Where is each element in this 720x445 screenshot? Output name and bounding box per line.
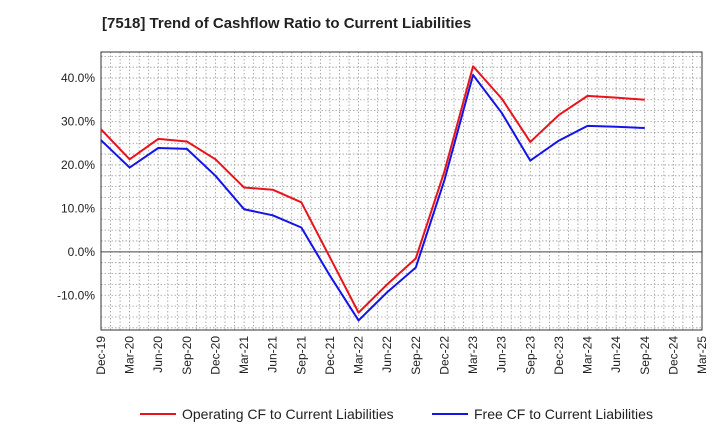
plot-frame	[100, 51, 703, 331]
x-tick-label: Mar-21	[237, 336, 251, 374]
chart-title: [7518] Trend of Cashflow Ratio to Curren…	[102, 15, 472, 32]
x-tick-label: Mar-24	[581, 336, 595, 374]
x-tick-label: Jun-20	[151, 336, 165, 373]
x-tick-label: Sep-20	[180, 336, 194, 375]
series-lines	[100, 65, 645, 322]
y-tick-label: -10.0%	[57, 288, 95, 302]
x-tick-label: Jun-23	[495, 336, 509, 373]
axes: -10.0% 0.0% 10.0% 20.0% 30.0% 40.0% Dec-19 Mar-…	[57, 51, 709, 375]
x-tick-label: Mar-23	[466, 336, 480, 374]
y-tick-label: 0.0%	[68, 245, 96, 259]
y-tick-label: 30.0%	[61, 115, 95, 129]
series-line-1	[100, 65, 645, 314]
x-tick-label: Dec-23	[552, 336, 566, 375]
x-tick-label: Mar-22	[352, 336, 366, 374]
x-tick-label: Mar-25	[695, 336, 709, 374]
y-tick-label: 10.0%	[61, 201, 95, 215]
x-tick-label: Jun-21	[266, 336, 280, 373]
legend-label-2: Free CF to Current Liabilities	[474, 406, 653, 422]
y-tick-label: 20.0%	[61, 158, 95, 172]
x-tick-label: Dec-22	[437, 336, 451, 375]
x-tick-label: Sep-22	[409, 336, 423, 375]
series-line-2	[100, 74, 645, 322]
grid-lines	[101, 52, 702, 330]
x-tick-label: Sep-21	[294, 336, 308, 375]
plot-area	[101, 52, 702, 330]
x-tick-label: Jun-22	[380, 336, 394, 373]
legend-label-1: Operating CF to Current Liabilities	[182, 406, 394, 422]
x-tick-label: Dec-19	[94, 336, 108, 375]
x-tick-label: Jun-24	[609, 336, 623, 373]
x-tick-label: Dec-20	[208, 336, 222, 375]
x-tick-label: Dec-21	[323, 336, 337, 375]
x-tick-label: Sep-24	[638, 336, 652, 375]
x-tick-label: Mar-20	[123, 336, 137, 374]
legend: Operating CF to Current Liabilities Free …	[140, 406, 653, 422]
y-tick-label: 40.0%	[61, 71, 95, 85]
x-tick-label: Dec-24	[666, 336, 680, 375]
x-tick-label: Sep-23	[523, 336, 537, 375]
